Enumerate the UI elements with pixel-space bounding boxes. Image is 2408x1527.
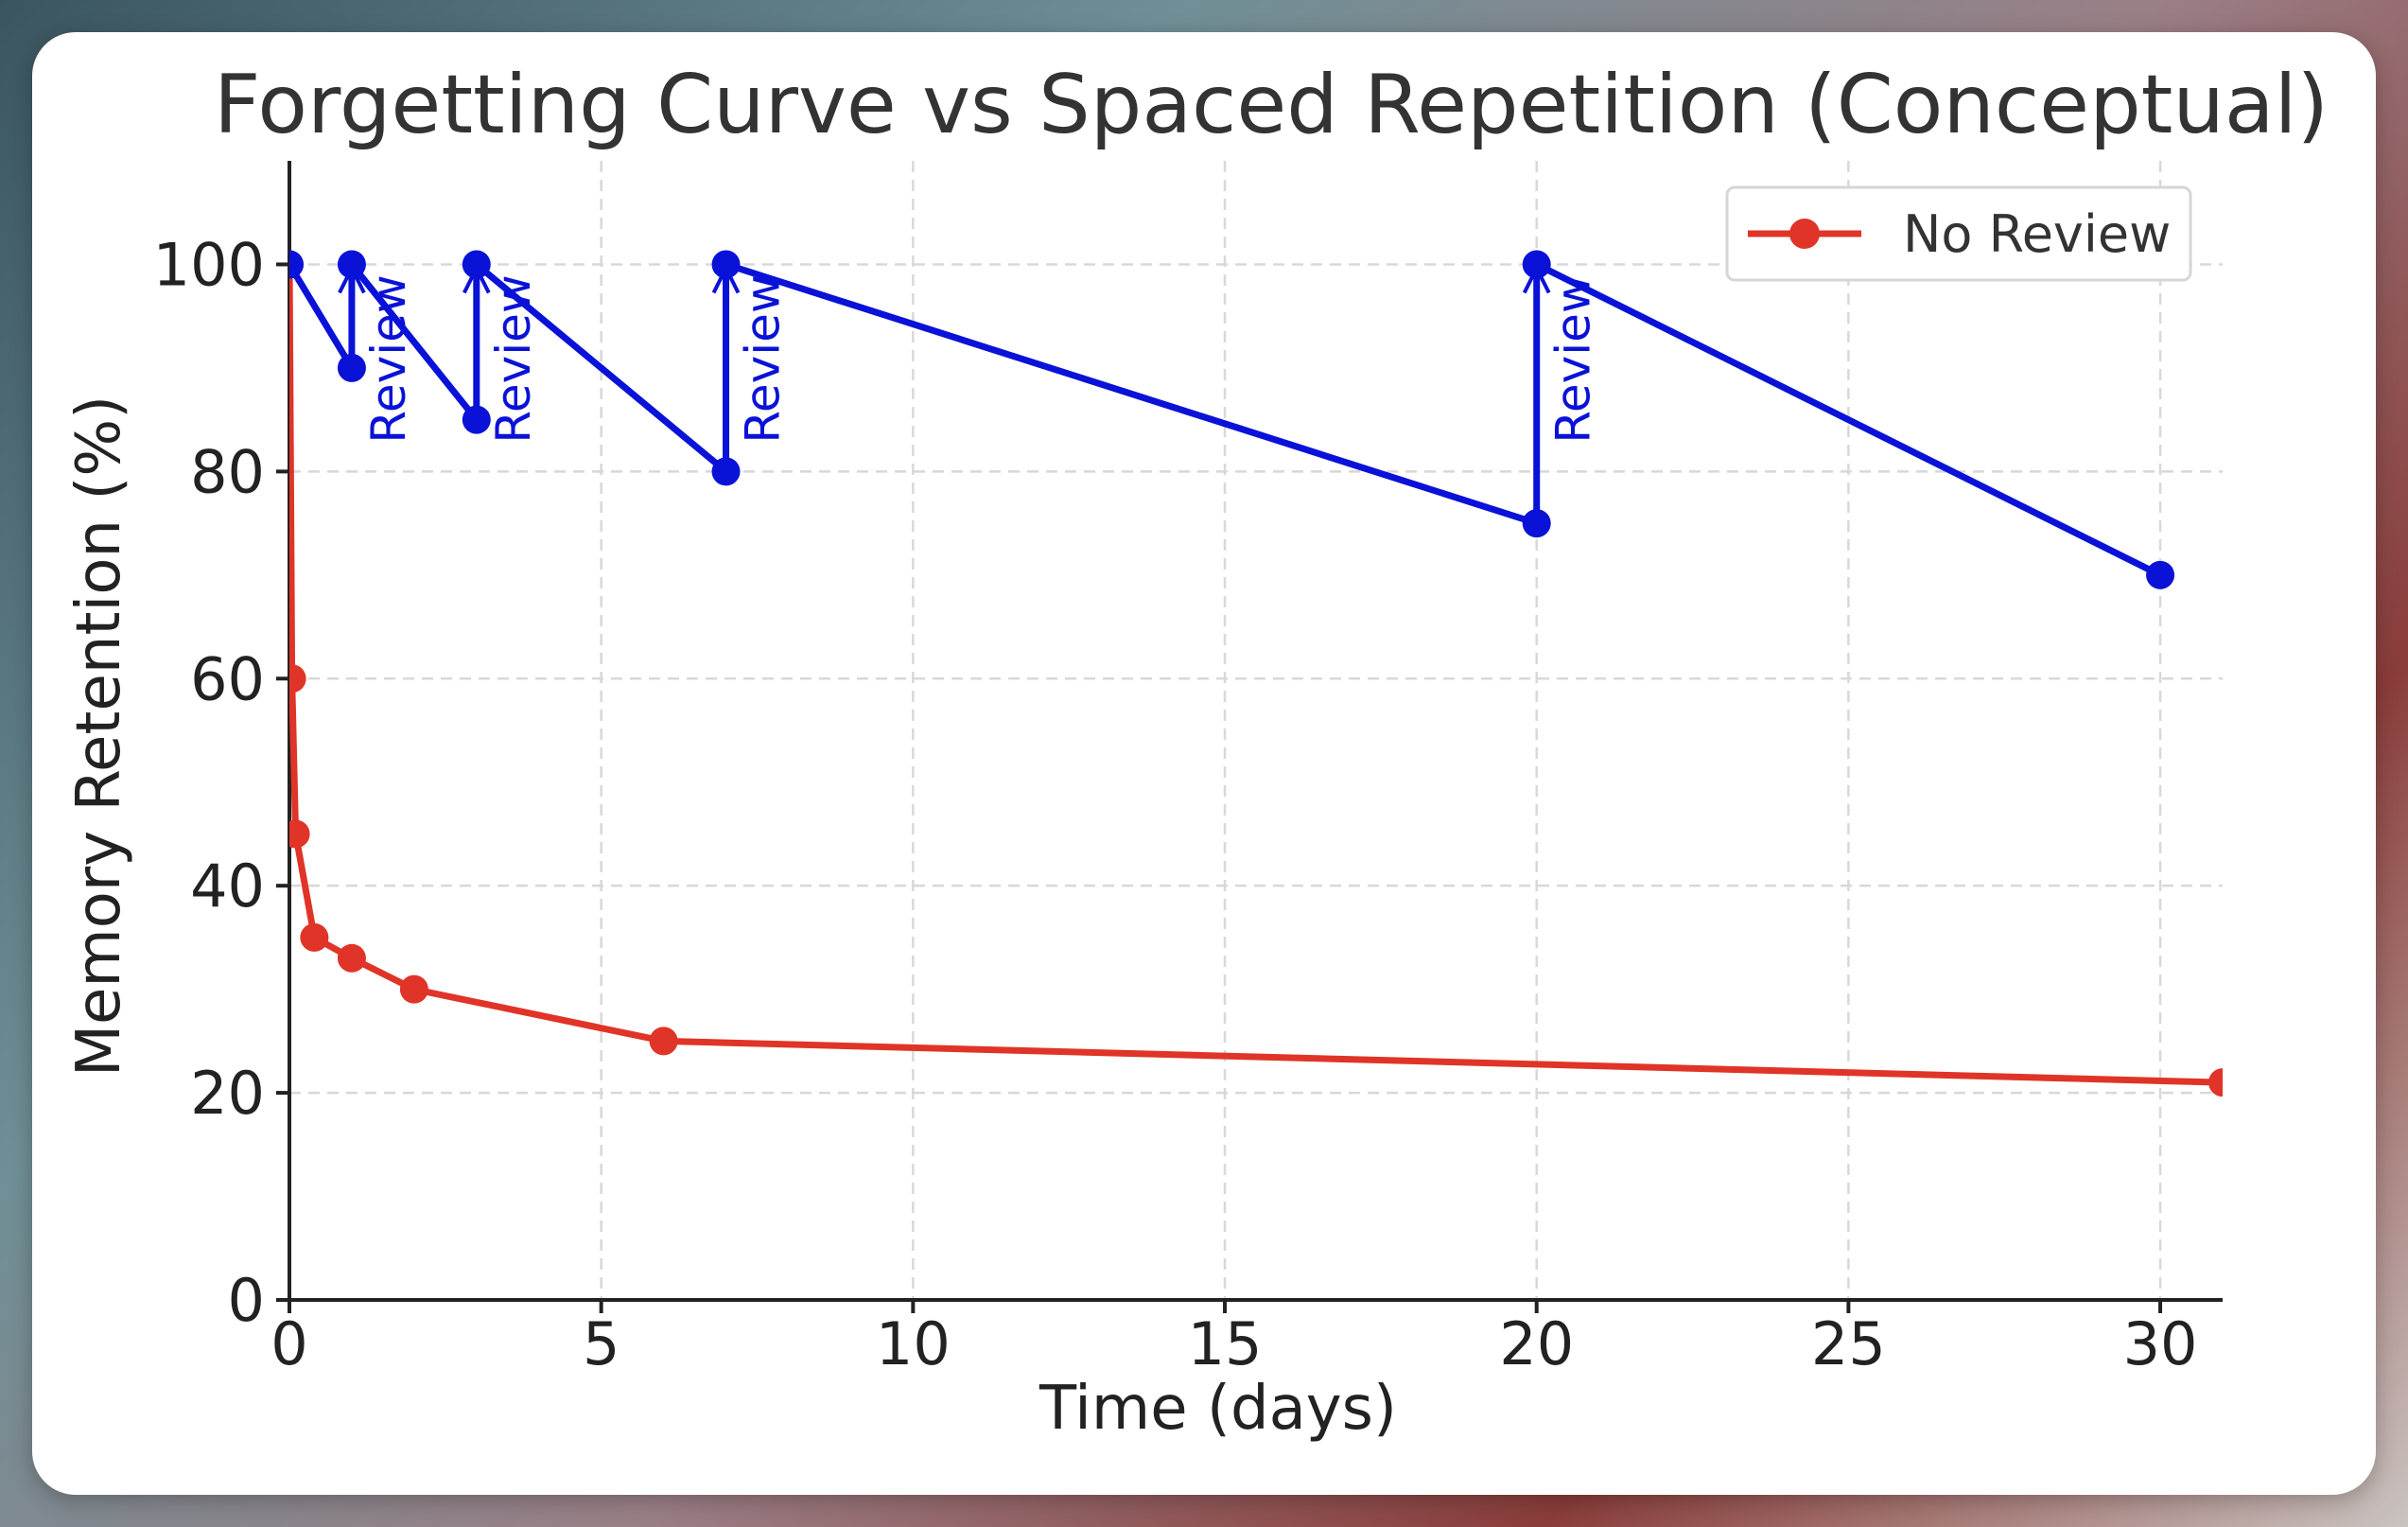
y-axis-label: Memory Retention (%) [64, 395, 134, 1077]
x-tick-label: 0 [270, 1309, 307, 1378]
y-tick-label: 60 [190, 644, 265, 713]
legend: No Review [1725, 185, 2192, 282]
x-axis-label: Time (days) [1038, 1374, 1397, 1444]
annotation-arrow-head [711, 263, 741, 294]
y-tick-label: 80 [190, 437, 265, 506]
annotations-layer: Review Review Review Review [338, 263, 1601, 524]
annotation-label: Review [736, 274, 791, 443]
legend-label: No Review [1903, 204, 2171, 264]
x-tick-label: 25 [1811, 1309, 1886, 1378]
annotation-label: Review [361, 274, 416, 443]
data-point [337, 943, 366, 973]
data-point [649, 1027, 678, 1056]
data-point [2146, 560, 2175, 589]
series-0 [289, 250, 2223, 1097]
annotation-arrow-head [1522, 263, 1551, 294]
y-tick-label: 40 [190, 851, 265, 921]
chart-title: Forgetting Curve vs Spaced Repetition (C… [214, 58, 2329, 152]
x-tick-label: 15 [1188, 1309, 1263, 1378]
legend-box [1725, 185, 2192, 282]
annotation-label: Review [1546, 274, 1601, 443]
x-tick-label: 5 [583, 1309, 619, 1378]
grid [289, 161, 2223, 1300]
series-line [289, 264, 2223, 1086]
data-point [399, 974, 428, 1004]
x-tick-label: 10 [876, 1309, 951, 1378]
axes [288, 161, 2223, 1302]
legend-marker [1789, 219, 1820, 249]
data-point [289, 664, 306, 693]
annotation-arrow-head [338, 263, 366, 294]
ticks: 0 5 10 15 20 25 30 0 20 40 60 80 100 [153, 230, 2198, 1378]
x-tick-label: 30 [2123, 1309, 2198, 1378]
chart-svg: Forgetting Curve vs Spaced Repetition (C… [64, 58, 2329, 1444]
chart-card: Forgetting Curve vs Spaced Repetition (C… [32, 32, 2376, 1495]
data-point [2208, 1068, 2223, 1097]
data-point [289, 819, 310, 849]
data-point [289, 250, 304, 279]
series-layer [289, 250, 2223, 1097]
y-tick-label: 100 [153, 230, 265, 299]
data-point [300, 922, 329, 952]
annotation-label: Review [486, 274, 541, 443]
y-tick-label: 0 [228, 1266, 265, 1335]
annotation-arrow-head [462, 263, 491, 294]
y-tick-label: 20 [190, 1059, 265, 1128]
x-tick-label: 20 [1499, 1309, 1574, 1378]
